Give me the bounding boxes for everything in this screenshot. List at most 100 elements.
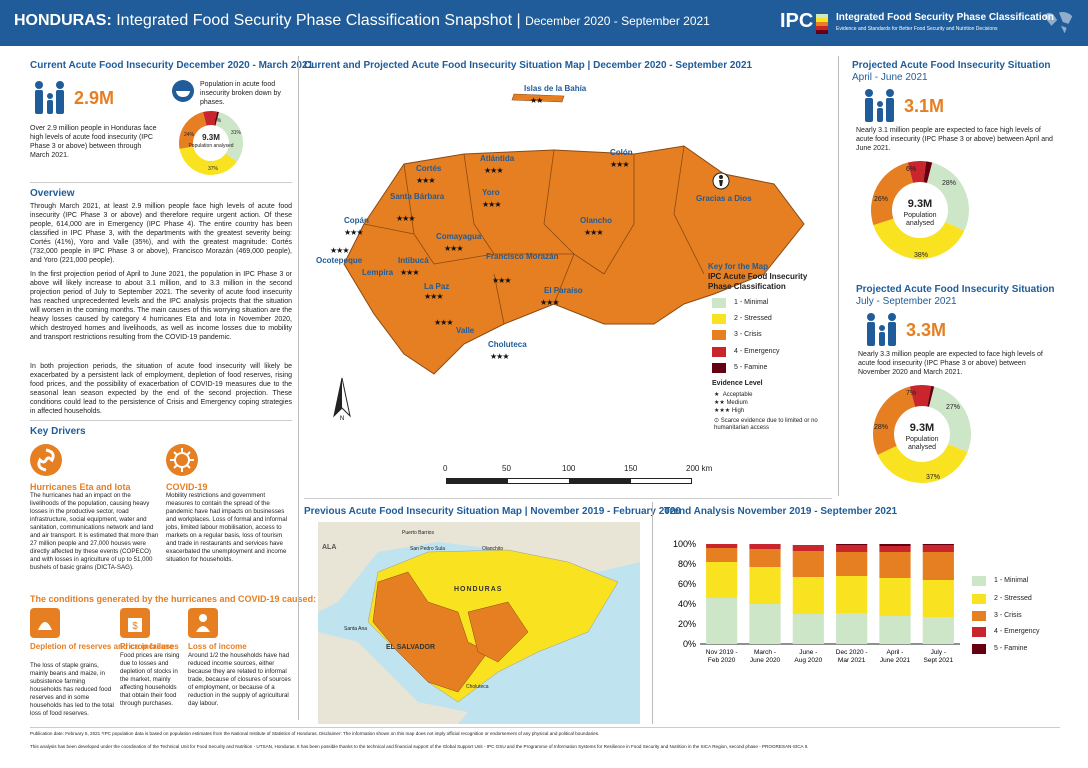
bar-segment-4 [749, 544, 781, 549]
x-tick-label: Nov 2019 - [706, 649, 738, 656]
map-title: Current and Projected Acute Food Insecur… [304, 60, 753, 71]
proj1-pct-3: 26% [874, 196, 889, 203]
x-tick-label: Feb 2020 [708, 657, 736, 664]
map-label-colon: Colón [610, 148, 633, 157]
bar-segment-3 [749, 549, 781, 567]
current-donut-sub: Population analysed [188, 143, 234, 149]
current-donut-center: 9.3M [202, 133, 220, 142]
x-tick-label: Sept 2021 [924, 657, 954, 664]
proj1-pct-2: 38% [914, 252, 929, 259]
donut-slice-phase-2 [877, 444, 968, 483]
map-label-gracias-a-dios: Gracias a Dios [696, 194, 752, 203]
proj2-pct-1: 27% [946, 404, 961, 411]
x-tick-label: March - [754, 649, 776, 656]
overview-p1: Through March 2021, at least 2.9 million… [30, 203, 292, 264]
donut-slice-phase-1 [926, 162, 969, 231]
condition-3-title: Loss of income [188, 642, 247, 651]
previous-map-title: Previous Acute Food Insecurity Situation… [304, 506, 681, 517]
proj2-pct-4: 7% [906, 390, 917, 397]
hurricane-icon [30, 444, 62, 476]
bar-segment-1 [749, 604, 781, 644]
proj2-title: Projected Acute Food Insecurity Situatio… [856, 284, 1055, 295]
proj2-pct-2: 37% [926, 474, 941, 481]
proj2-donut-center: 9.3M [909, 422, 935, 434]
map-label-yoro: Yoro [482, 188, 500, 197]
conditions-title: The conditions generated by the hurrican… [30, 594, 317, 604]
scale-150: 150 [624, 464, 638, 473]
condition-1-text: The loss of staple grains, mainly beans … [30, 662, 114, 717]
footer-line-2: This analysis has been developed under t… [30, 744, 809, 749]
condition-3-text: Around 1/2 the households have had reduc… [188, 652, 291, 707]
bar-segment-3 [836, 552, 868, 576]
y-tick-label: 0% [683, 639, 696, 649]
prev-label-choluteca: Choluteca [466, 684, 489, 690]
map-label-copan: Copán [344, 216, 369, 225]
y-tick-label: 60% [678, 579, 696, 589]
donut-slice-phase-2 [873, 218, 965, 259]
donut-slice-phase-2 [179, 146, 237, 175]
current-pct-4: 7% [214, 118, 222, 124]
overview-p3: In both projection periods, the situatio… [30, 363, 292, 415]
bar-segment-1 [879, 616, 911, 644]
current-text: Over 2.9 million people in Honduras face… [30, 125, 157, 159]
page-title: HONDURAS: Integrated Food Security Phase… [14, 12, 710, 29]
bar-segment-2 [836, 576, 868, 613]
scale-0: 0 [443, 464, 448, 473]
header-banner: HONDURAS: Integrated Food Security Phase… [0, 0, 1088, 46]
y-tick-label: 20% [678, 619, 696, 629]
condition-2-title: Price increases [120, 642, 179, 651]
bar-segment-3 [879, 552, 911, 578]
map-label-islas: Islas de la Bahía [524, 84, 587, 93]
x-tick-label: Aug 2020 [794, 657, 822, 664]
donut-slice-phase-5 [923, 161, 933, 183]
donut-slice-phase-3 [179, 112, 207, 149]
bar-segment-4 [836, 545, 868, 552]
driver-2-title: COVID-19 [166, 482, 208, 492]
map-label-comayagua: Comayagua [436, 232, 482, 241]
key-drivers-title: Key Drivers [30, 426, 86, 437]
driver-1-text: The hurricanes had an impact on the live… [30, 492, 159, 571]
bar-segment-1 [706, 598, 738, 644]
proj2-number: 3.3M [906, 320, 947, 340]
bar-segment-4 [922, 545, 954, 552]
evidence-1: ★ Acceptable [714, 392, 753, 398]
proj1-number: 3.1M [904, 96, 945, 116]
map-label-santa-barbara: Santa Bárbara [390, 192, 445, 201]
map-label-choluteca: Choluteca [488, 340, 527, 349]
prev-label-santa-ana: Santa Ana [344, 626, 368, 632]
donut-slice-phase-4 [909, 385, 932, 407]
map-label-valle: Valle [456, 326, 475, 335]
trend-title: Trend Analysis November 2019 - September… [664, 506, 898, 517]
condition-2-text: Food prices are rising due to losses and… [120, 652, 180, 707]
donut-slice-phase-5 [927, 385, 935, 407]
bar-segment-2 [922, 580, 954, 617]
x-tick-label: Dec 2020 - [836, 649, 868, 656]
current-donut-chart [179, 111, 243, 175]
map-label-atlantida: Atlántida [480, 154, 515, 163]
driver-1-title: Hurricanes Eta and Iota [30, 482, 131, 492]
pie-caption: Population in acute food insecurity brok… [200, 81, 281, 106]
scale-50: 50 [502, 464, 511, 473]
current-pct-1: 31% [231, 130, 242, 136]
map-label-francisco-morazan: Francisco Morazán [486, 252, 559, 261]
bar-segment-5 [836, 544, 868, 545]
proj2-sub: July - September 2021 [856, 296, 957, 307]
proj2-donut-chart [873, 385, 971, 483]
y-tick-label: 40% [678, 599, 696, 609]
donut-slice-phase-3 [873, 386, 916, 455]
scale-200: 200 km [686, 464, 713, 473]
overview-title: Overview [30, 188, 75, 199]
current-title: Current Acute Food Insecurity December 2… [30, 60, 314, 71]
bar-segment-4 [792, 545, 824, 551]
prev-label-honduras: HONDURAS [454, 586, 503, 593]
prev-label-san-pedro-sula: San Pedro Sula [410, 546, 446, 552]
proj1-sub: April - June 2021 [852, 72, 928, 83]
family-icon [867, 313, 896, 346]
map-key-sub: IPC Acute Food Insecurity Phase Classifi… [708, 272, 808, 291]
prev-label-el-salvador: EL SALVADOR [386, 644, 436, 651]
donut-slice-phase-5 [214, 111, 219, 126]
map-label-lempira: Lempira [362, 268, 394, 277]
bar-segment-2 [879, 578, 911, 616]
bar-segment-1 [922, 617, 954, 644]
current-pct-2: 37% [208, 166, 219, 172]
